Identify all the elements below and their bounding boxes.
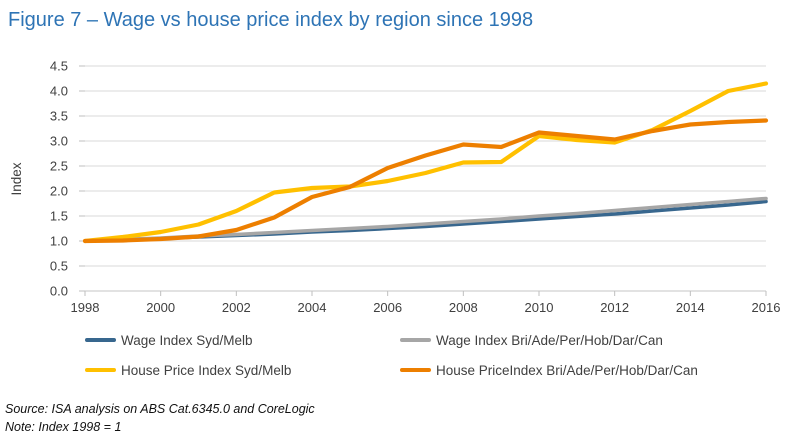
line-house-price-index-syd-melb bbox=[82, 81, 769, 244]
y-tick-label: 2.0 bbox=[50, 184, 68, 199]
legend-label: Wage Index Bri/Ade/Per/Hob/Dar/Can bbox=[436, 332, 663, 348]
x-tick-label: 2010 bbox=[525, 300, 554, 315]
y-tick-label: 4.0 bbox=[50, 84, 68, 99]
figure-title: Figure 7 – Wage vs house price index by … bbox=[8, 9, 534, 31]
y-tick-label: 0.5 bbox=[50, 259, 68, 274]
y-tick-label: 2.5 bbox=[50, 159, 68, 174]
figure-footnotes: Source: ISA analysis on ABS Cat.6345.0 a… bbox=[5, 401, 315, 436]
x-tick-label: 2008 bbox=[449, 300, 478, 315]
line-wage-index-bri-ade-per-hob-dar-can bbox=[83, 196, 768, 243]
x-tick-label: 2014 bbox=[676, 300, 705, 315]
y-tick-label: 3.5 bbox=[50, 109, 68, 124]
x-tick-label: 2016 bbox=[752, 300, 781, 315]
x-tick-label: 2012 bbox=[600, 300, 629, 315]
y-axis-label: Index bbox=[9, 162, 24, 195]
y-tick-label: 0.0 bbox=[50, 284, 68, 299]
legend-item-wage-syd-melb: Wage Index Syd/Melb bbox=[85, 332, 400, 348]
legend-item-house-price-syd-melb: House Price Index Syd/Melb bbox=[85, 362, 400, 378]
legend-item-wage-regions: Wage Index Bri/Ade/Per/Hob/Dar/Can bbox=[400, 332, 698, 348]
y-tick-label: 1.5 bbox=[50, 209, 68, 224]
legend-label: House PriceIndex Bri/Ade/Per/Hob/Dar/Can bbox=[436, 362, 698, 378]
chart-legend: Wage Index Syd/Melb Wage Index Bri/Ade/P… bbox=[85, 332, 698, 378]
legend-swatch-house-price-regions-icon bbox=[400, 368, 431, 372]
x-tick-label: 2000 bbox=[146, 300, 175, 315]
x-tick-label: 2002 bbox=[222, 300, 251, 315]
legend-label: House Price Index Syd/Melb bbox=[121, 362, 292, 378]
legend-swatch-house-price-syd-melb-icon bbox=[85, 368, 116, 372]
y-tick-label: 3.0 bbox=[50, 134, 68, 149]
legend-item-house-price-regions: House PriceIndex Bri/Ade/Per/Hob/Dar/Can bbox=[400, 362, 698, 378]
x-tick-label: 1998 bbox=[71, 300, 100, 315]
x-tick-label: 2004 bbox=[298, 300, 327, 315]
legend-label: Wage Index Syd/Melb bbox=[121, 332, 253, 348]
index-note: Note: Index 1998 = 1 bbox=[5, 419, 122, 434]
y-tick-label: 1.0 bbox=[50, 234, 68, 249]
y-tick-label: 4.5 bbox=[50, 59, 68, 74]
legend-swatch-wage-regions-icon bbox=[400, 338, 431, 342]
line-house-priceindex-bri-ade-per-hob-dar-can bbox=[82, 118, 769, 244]
x-tick-label: 2006 bbox=[373, 300, 402, 315]
legend-swatch-wage-syd-melb-icon bbox=[85, 338, 116, 342]
source-note: Source: ISA analysis on ABS Cat.6345.0 a… bbox=[5, 402, 315, 416]
